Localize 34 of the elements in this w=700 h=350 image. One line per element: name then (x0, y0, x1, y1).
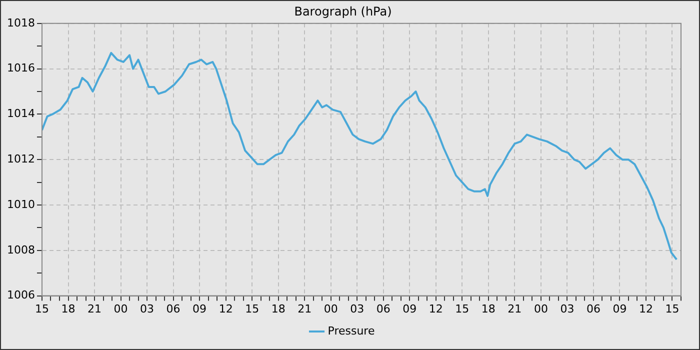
x-tick-label: 15 (245, 302, 260, 316)
x-tick-label: 06 (586, 302, 600, 316)
x-tick-label: 21 (298, 302, 312, 316)
x-tick-label: 12 (428, 302, 443, 316)
x-tick-label: 09 (402, 302, 417, 316)
chart-title: Barograph (hPa) (294, 4, 392, 18)
x-tick-label: 15 (455, 302, 470, 316)
x-tick-label: 00 (114, 302, 128, 316)
x-tick-label: 15 (34, 302, 49, 316)
y-tick-label: 1012 (6, 152, 35, 166)
x-tick-label: 03 (350, 302, 364, 316)
x-tick-label: 06 (376, 302, 390, 316)
x-tick-label: 06 (166, 302, 180, 316)
x-tick-label: 12 (218, 302, 233, 316)
x-tick-label: 21 (88, 302, 102, 316)
x-tick-label: 03 (560, 302, 574, 316)
y-tick-label: 1018 (6, 16, 35, 30)
y-tick-label: 1010 (6, 198, 35, 211)
x-tick-label: 00 (534, 302, 548, 316)
y-tick-label: 1006 (6, 288, 35, 302)
y-tick-label: 1008 (6, 243, 35, 256)
legend-label: Pressure (328, 324, 375, 338)
x-tick-label: 21 (508, 302, 522, 316)
x-tick-label: 00 (324, 302, 338, 316)
x-tick-label: 12 (638, 302, 653, 316)
x-tick-label: 09 (192, 302, 207, 316)
y-tick-label: 1016 (6, 62, 35, 75)
x-tick-label: 09 (612, 302, 627, 316)
y-tick-label: 1014 (6, 107, 35, 120)
x-tick-label: 15 (665, 302, 680, 316)
x-tick-label: 18 (61, 302, 76, 316)
x-tick-label: 18 (481, 302, 496, 316)
x-tick-label: 18 (271, 302, 286, 316)
x-tick-label: 03 (140, 302, 154, 316)
